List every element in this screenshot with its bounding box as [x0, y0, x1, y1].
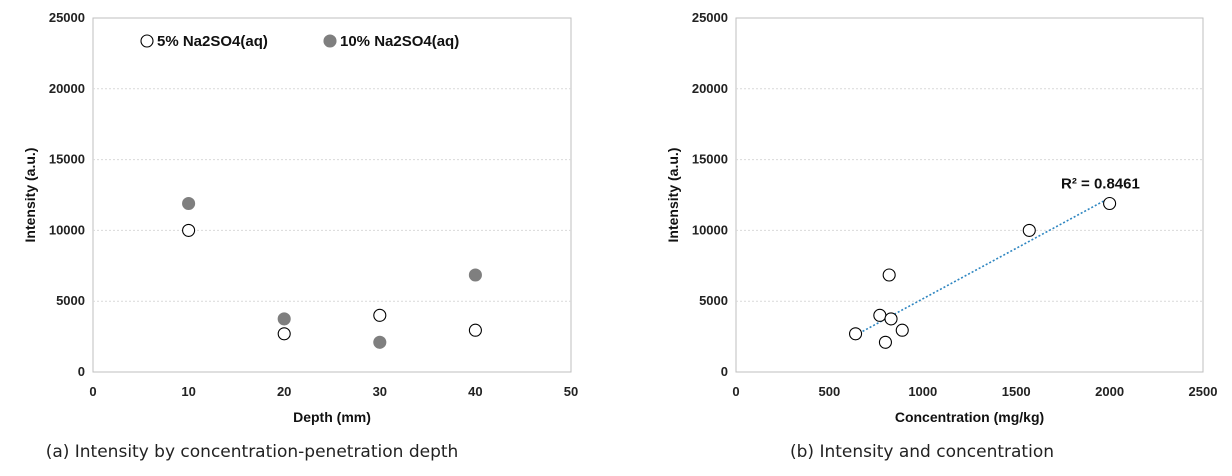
chart-b-trendline	[855, 197, 1110, 336]
chart-b-series-1-point	[882, 268, 896, 282]
chart-a-series-1-point	[277, 327, 291, 341]
chart-a-series-2-point	[182, 196, 196, 211]
chart-a-x-tick-label: 40	[468, 384, 482, 399]
chart-b-x-axis-title: Concentration (mg/kg)	[895, 409, 1044, 425]
chart-a-y-axis-title: Intensity (a.u.)	[22, 148, 38, 243]
chart-b-series-1-point	[878, 335, 892, 349]
chart-b-x-tick-label: 1000	[908, 384, 937, 399]
chart-b-y-tick-label: 20000	[692, 81, 728, 96]
chart-a-plot-area	[92, 17, 572, 373]
chart-a-legend-marker-2	[323, 34, 337, 48]
chart-b-x-tick-label: 500	[819, 384, 841, 399]
chart-b-series-1-point	[1022, 223, 1036, 237]
chart-a-legend-label-2: 10% Na2SO4(aq)	[340, 33, 459, 50]
chart-a-series-2-point	[468, 268, 482, 282]
chart-b-y-tick-label: 5000	[699, 293, 728, 308]
chart-a-series-1-point	[373, 308, 387, 322]
chart-b-y-tick-label: 25000	[692, 10, 728, 25]
chart-a-y-tick-label: 10000	[49, 222, 85, 237]
chart-b-series-1-point	[895, 323, 909, 337]
chart-b-r-squared-annotation: R² = 0.8461	[1061, 176, 1140, 193]
chart-a-x-tick-label: 20	[277, 384, 291, 399]
caption-a: (a) Intensity by concentration-penetrati…	[45, 442, 459, 462]
chart-a-series-2-point	[373, 335, 387, 349]
chart-b-series-1-point	[873, 308, 887, 322]
chart-a-x-tick-label: 50	[564, 384, 578, 399]
chart-a-y-tick-label: 5000	[56, 293, 85, 308]
chart-a-y-tick-label: 25000	[49, 10, 85, 25]
chart-a-x-tick-label: 10	[181, 384, 195, 399]
chart-b-series-1-point	[1103, 196, 1117, 211]
chart-b-y-tick-label: 10000	[692, 222, 728, 237]
chart-b-y-axis-title: Intensity (a.u.)	[665, 148, 681, 243]
chart-a-series-2-point	[277, 312, 291, 326]
chart-a-series-1-point	[468, 323, 482, 337]
chart-b-x-tick-label: 2500	[1189, 384, 1218, 399]
chart-b-x-tick-label: 1500	[1002, 384, 1031, 399]
chart-b-y-tick-label: 15000	[692, 152, 728, 167]
chart-a-legend-label-1: 5% Na2SO4(aq)	[157, 33, 268, 50]
chart-a-x-tick-label: 0	[89, 384, 96, 399]
chart-a-legend-marker-1	[140, 34, 154, 48]
chart-a-y-tick-label: 0	[78, 364, 85, 379]
chart-b: 0 5000 10000 15000 20000 25000 0 500 1000 1500 200…	[665, 10, 1217, 425]
chart-a-x-tick-label: 30	[373, 384, 387, 399]
chart-a-x-axis-title: Depth (mm)	[293, 409, 371, 425]
chart-a-y-tick-label: 15000	[49, 152, 85, 167]
chart-a-y-tick-label: 20000	[49, 81, 85, 96]
chart-b-y-tick-label: 0	[721, 364, 728, 379]
chart-b-plot-area	[735, 17, 1204, 373]
chart-b-x-tick-label: 2000	[1095, 384, 1124, 399]
chart-b-x-tick-label: 0	[732, 384, 739, 399]
chart-a-series-1-point	[182, 223, 196, 237]
caption-b: (b) Intensity and concentration	[790, 442, 1054, 462]
chart-b-series-1-point	[884, 312, 898, 326]
chart-b-series-1-point	[849, 327, 863, 341]
chart-a: 0 5000 10000 15000 20000 25000 0 10 20 30 40 50 Dept…	[22, 10, 578, 425]
